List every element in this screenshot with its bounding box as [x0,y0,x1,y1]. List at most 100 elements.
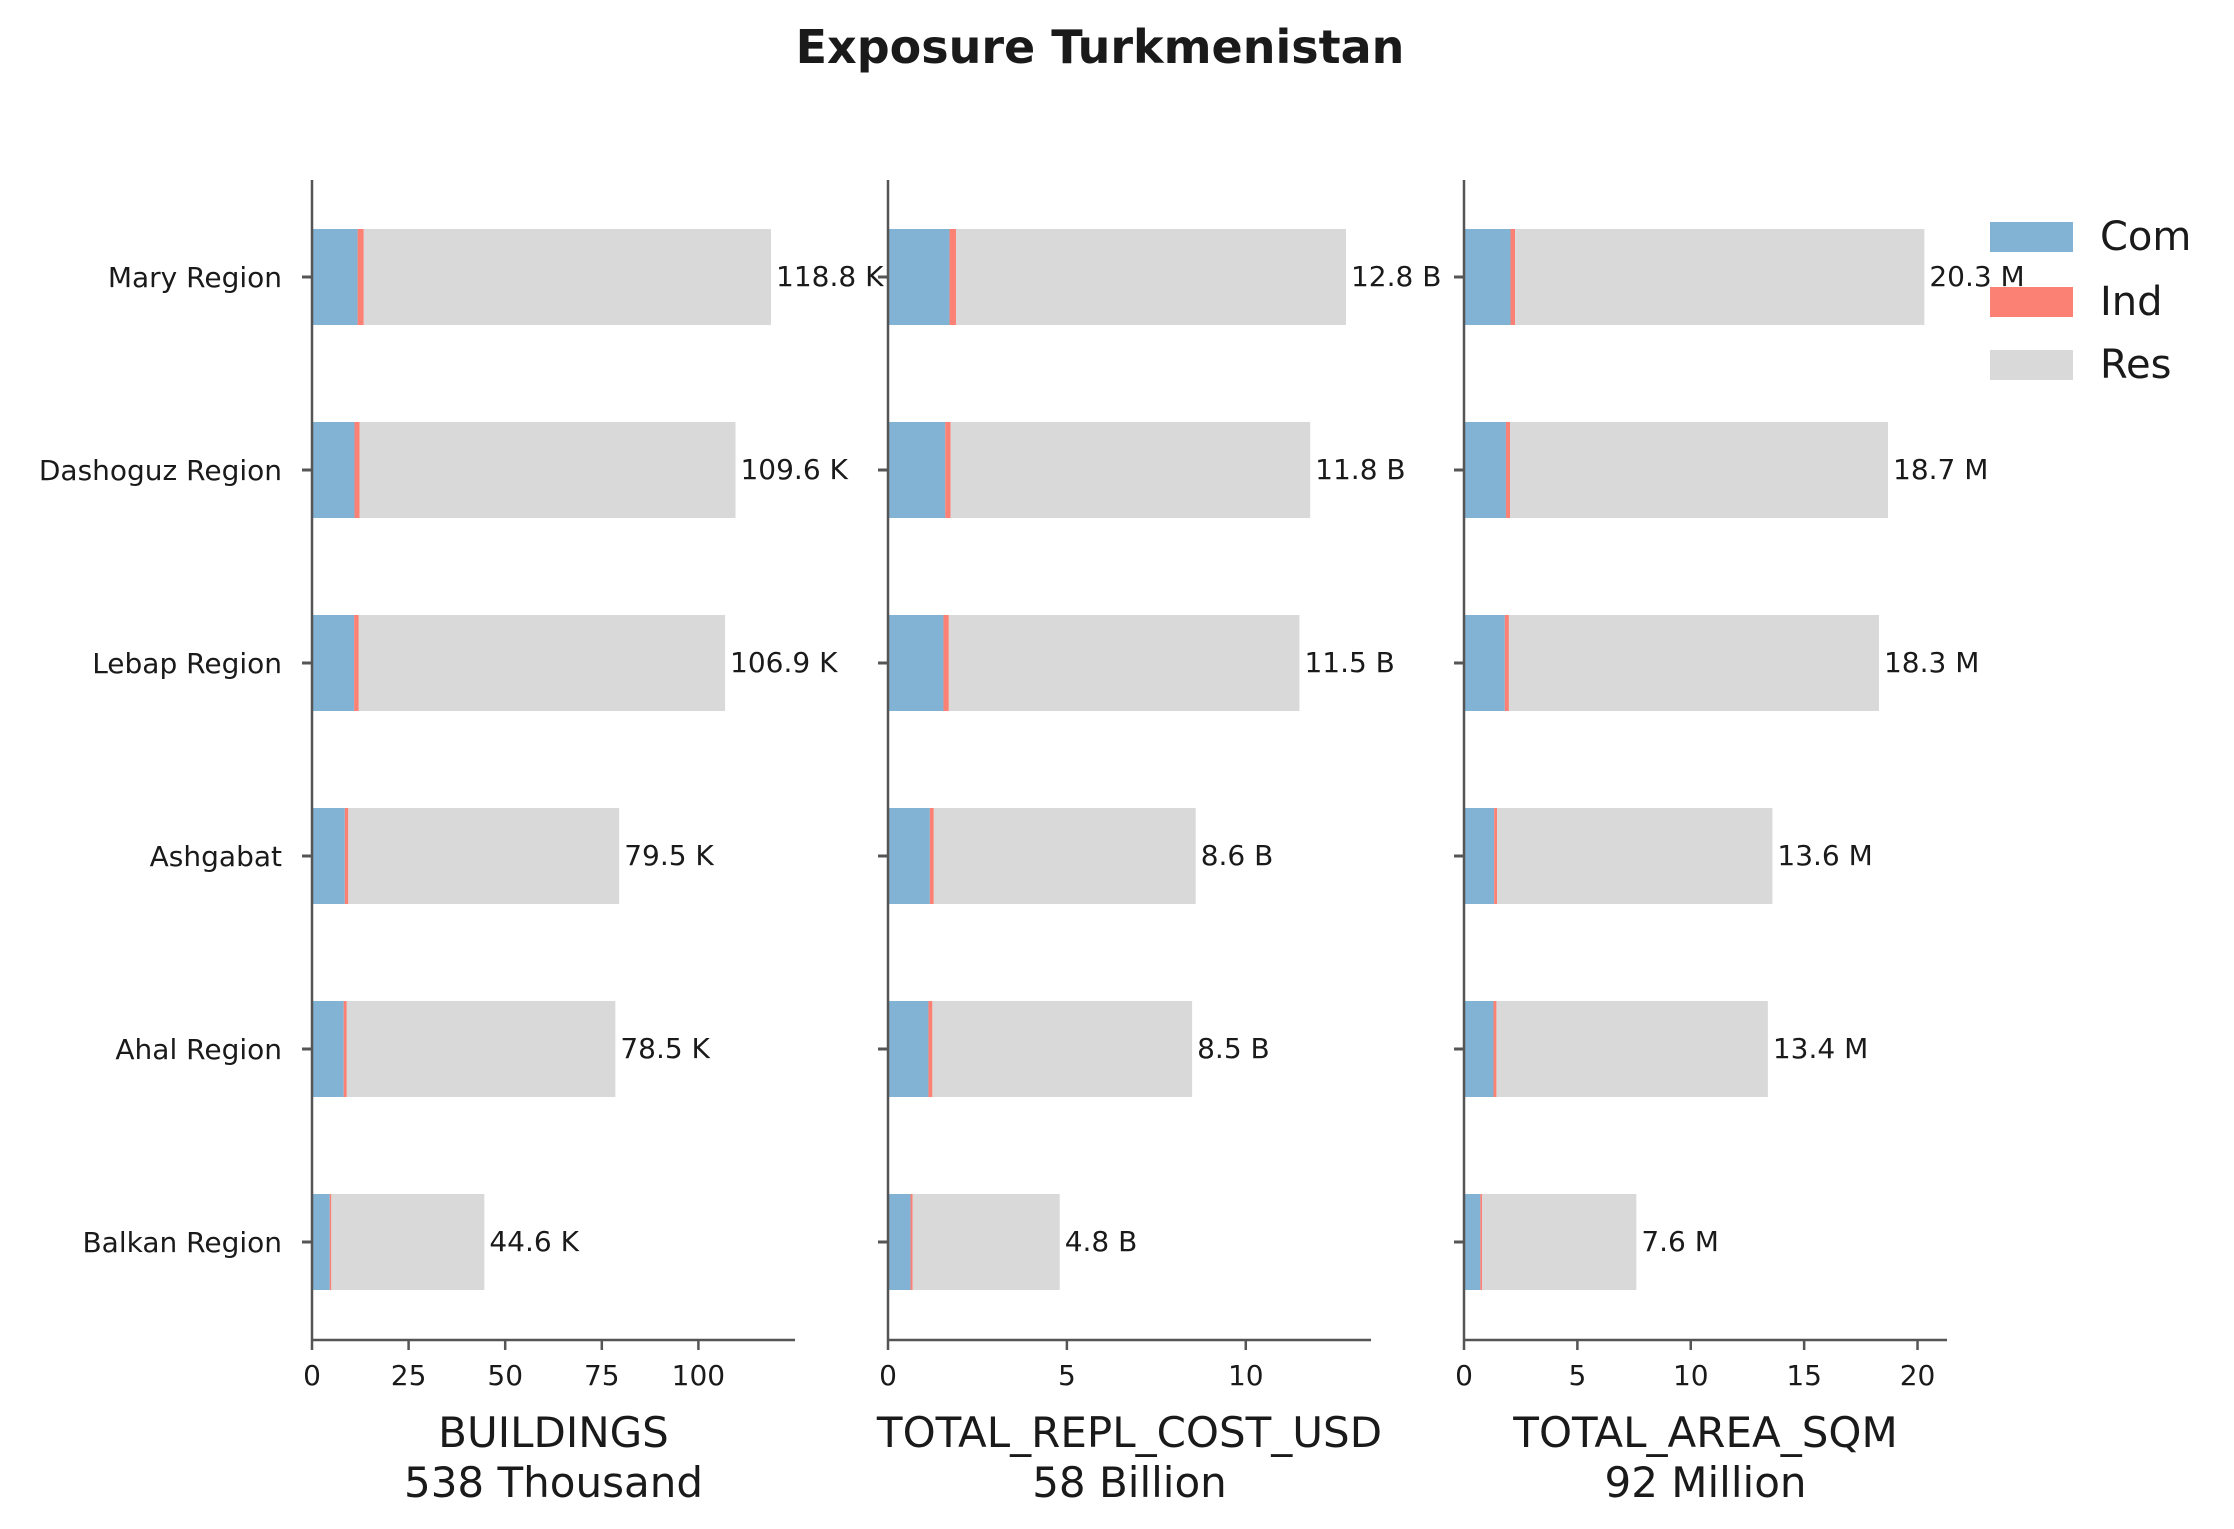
x-tick-label: 5 [1568,1359,1586,1392]
bar-res-0-0 [363,229,772,325]
bar-com-0-4 [312,1001,344,1097]
bar-com-0-5 [312,1194,330,1290]
bar-com-2-5 [1464,1194,1481,1290]
value-label: 13.6 M [1777,839,1872,872]
x-tick-label: 10 [1228,1359,1264,1392]
bar-res-1-1 [950,422,1311,518]
x-tick-label: 0 [879,1359,897,1392]
legend: Com Ind Res [1990,214,2191,388]
x-tick-label: 0 [1455,1359,1473,1392]
panel-total: 538 Thousand [404,1458,703,1507]
x-tick-label: 10 [1673,1359,1709,1392]
bar-res-0-4 [346,1001,616,1097]
y-tick-label: Balkan Region [82,1226,282,1259]
bar-ind-1-5 [910,1194,913,1290]
value-label: 4.8 B [1065,1225,1138,1258]
x-axis-label: TOTAL_AREA_SQM [1512,1408,1897,1457]
legend-label-res: Res [2100,342,2171,388]
legend-swatch-com [1990,222,2073,252]
bar-res-0-1 [359,422,736,518]
bar-ind-1-0 [949,229,956,325]
x-tick-label: 75 [584,1359,620,1392]
value-label: 8.5 B [1197,1032,1270,1065]
bar-res-2-0 [1515,229,1925,325]
bar-com-2-1 [1464,422,1506,518]
bar-com-1-1 [888,422,946,518]
x-axis-label: TOTAL_REPL_COST_USD [876,1408,1382,1457]
bar-com-2-4 [1464,1001,1494,1097]
bar-res-1-2 [948,615,1300,711]
x-tick-label: 5 [1058,1359,1076,1392]
bar-ind-1-2 [943,615,949,711]
chart-title: Exposure Turkmenistan [796,20,1405,74]
value-label: 7.6 M [1641,1225,1719,1258]
bar-ind-2-0 [1510,229,1516,325]
value-label: 12.8 B [1351,260,1441,293]
bar-com-0-0 [312,229,358,325]
value-label: 78.5 K [620,1032,710,1065]
bar-ind-0-0 [357,229,364,325]
bar-ind-1-1 [945,422,951,518]
bar-com-1-5 [888,1194,911,1290]
bar-res-1-5 [912,1194,1060,1290]
legend-label-com: Com [2100,214,2191,260]
bar-com-1-0 [888,229,950,325]
panel-total: 92 Million [1604,1458,1806,1507]
value-label: 20.3 M [1929,260,2024,293]
value-label: 8.6 B [1201,839,1274,872]
y-tick-label: Mary Region [108,261,282,294]
x-tick-label: 0 [303,1359,321,1392]
y-tick-label: Lebap Region [92,647,282,680]
bar-com-0-2 [312,615,355,711]
bar-com-2-3 [1464,808,1495,904]
value-label: 18.3 M [1884,646,1979,679]
bar-com-2-2 [1464,615,1505,711]
value-label: 44.6 K [489,1225,579,1258]
bar-res-1-4 [932,1001,1193,1097]
value-label: 11.5 B [1304,646,1394,679]
value-label: 18.7 M [1893,453,1988,486]
y-tick-label: Ahal Region [115,1033,282,1066]
bar-ind-0-2 [354,615,359,711]
x-axis-label: BUILDINGS [438,1408,669,1457]
bar-res-0-3 [348,808,620,904]
bar-ind-1-4 [928,1001,933,1097]
x-tick-label: 25 [391,1359,427,1392]
bar-com-1-4 [888,1001,929,1097]
value-label: 11.8 B [1315,453,1405,486]
legend-swatch-res [1990,350,2073,380]
bar-res-2-4 [1496,1001,1768,1097]
y-tick-label: Dashoguz Region [39,454,282,487]
bar-ind-0-3 [344,808,349,904]
x-tick-label: 50 [487,1359,523,1392]
legend-label-ind: Ind [2100,279,2163,325]
bar-com-2-0 [1464,229,1511,325]
x-tick-label: 20 [1900,1359,1936,1392]
panel-total: 58 Billion [1032,1458,1227,1507]
x-tick-label: 100 [672,1359,725,1392]
x-tick-label: 15 [1786,1359,1822,1392]
value-label: 109.6 K [740,453,848,486]
bar-ind-0-1 [354,422,360,518]
bar-res-2-5 [1482,1194,1637,1290]
bar-res-0-5 [331,1194,485,1290]
bar-res-1-0 [955,229,1346,325]
bar-ind-2-2 [1504,615,1509,711]
bar-ind-2-1 [1505,422,1511,518]
bar-com-0-1 [312,422,355,518]
bar-res-2-3 [1497,808,1773,904]
value-label: 118.8 K [776,260,884,293]
bar-com-1-3 [888,808,930,904]
bar-ind-0-4 [343,1001,347,1097]
bar-res-2-1 [1510,422,1889,518]
bar-res-2-2 [1508,615,1879,711]
bar-ind-2-5 [1480,1194,1483,1290]
value-label: 13.4 M [1773,1032,1868,1065]
bar-ind-2-3 [1494,808,1498,904]
value-label: 106.9 K [730,646,838,679]
legend-swatch-ind [1990,287,2073,317]
bar-com-1-2 [888,615,944,711]
bar-ind-1-3 [929,808,934,904]
bar-ind-0-5 [329,1194,332,1290]
